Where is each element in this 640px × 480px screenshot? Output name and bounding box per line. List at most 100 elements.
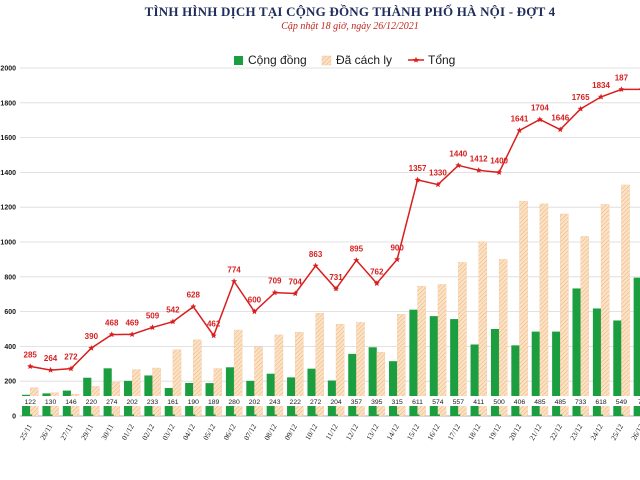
community-label-box bbox=[530, 396, 550, 406]
quarantine-bar bbox=[478, 241, 488, 417]
community-bar bbox=[490, 329, 500, 416]
community-bar bbox=[429, 316, 438, 416]
community-value-label: 618 bbox=[595, 399, 607, 406]
baseline-marker bbox=[619, 414, 624, 416]
baseline-marker bbox=[48, 414, 53, 416]
community-value-label: 500 bbox=[493, 399, 505, 406]
quarantine-bar bbox=[600, 204, 610, 417]
community-value-label: 130 bbox=[45, 399, 57, 406]
baseline-marker bbox=[374, 414, 379, 416]
total-point bbox=[353, 257, 360, 263]
community-value-label: 357 bbox=[351, 399, 363, 406]
baseline-marker bbox=[354, 414, 359, 416]
total-value-label: 1357 bbox=[409, 164, 427, 173]
community-label-box bbox=[163, 396, 183, 406]
community-value-label: 280 bbox=[228, 399, 240, 406]
quarantine-bar bbox=[560, 213, 569, 417]
community-label-box bbox=[509, 396, 529, 406]
total-value-label: 628 bbox=[187, 291, 201, 300]
community-bar bbox=[450, 319, 459, 416]
baseline-marker bbox=[558, 414, 563, 416]
quarantine-bar bbox=[131, 369, 141, 417]
community-bar bbox=[103, 368, 112, 416]
total-value-label: 600 bbox=[248, 296, 262, 305]
x-tick-label: 17/12 bbox=[446, 422, 462, 442]
x-tick-label: 26/12 bbox=[629, 422, 640, 442]
community-label-box bbox=[550, 396, 570, 406]
baseline-marker bbox=[476, 414, 481, 416]
y-tick-label: 800 bbox=[4, 274, 16, 281]
community-value-label: 406 bbox=[514, 399, 526, 406]
chart-title: TÌNH HÌNH DỊCH TẠI CỘNG ĐỒNG THÀNH PHỐ H… bbox=[144, 4, 556, 19]
total-value-label: 285 bbox=[24, 350, 38, 359]
community-bar bbox=[368, 347, 377, 416]
total-value-label: 469 bbox=[125, 318, 139, 327]
total-point bbox=[27, 363, 34, 369]
x-tick-label: 13/12 bbox=[364, 422, 380, 442]
community-bar bbox=[572, 288, 581, 416]
baseline-marker bbox=[89, 414, 94, 416]
community-bar bbox=[531, 331, 540, 416]
x-tick-label: 18/12 bbox=[466, 422, 482, 442]
total-point bbox=[47, 366, 54, 373]
community-label-box bbox=[326, 396, 346, 406]
community-label-box bbox=[408, 396, 428, 406]
x-tick-label: 12/12 bbox=[344, 422, 360, 442]
quarantine-bar bbox=[519, 200, 528, 417]
x-tick-label: 16/12 bbox=[425, 422, 441, 442]
x-tick-label: 10/12 bbox=[303, 422, 319, 442]
x-tick-label: 06/12 bbox=[221, 422, 237, 442]
chart-subtitle: Cập nhật 18 giờ, ngày 26/12/2021 bbox=[281, 21, 419, 32]
y-tick-label: 200 bbox=[4, 379, 16, 386]
community-bar bbox=[225, 367, 235, 416]
total-value-label: 1765 bbox=[572, 93, 590, 102]
baseline-marker bbox=[578, 414, 583, 416]
x-tick-label: 30/11 bbox=[99, 422, 115, 441]
community-value-label: 485 bbox=[534, 399, 546, 406]
community-label-box bbox=[489, 396, 509, 406]
total-point bbox=[557, 126, 564, 133]
community-label-box bbox=[143, 396, 163, 406]
total-value-label: 509 bbox=[146, 311, 160, 320]
baseline-marker bbox=[334, 414, 338, 416]
total-value-label: 1834 bbox=[592, 81, 610, 90]
y-tick-label: 400 bbox=[4, 344, 16, 351]
quarantine-bar bbox=[295, 331, 304, 417]
x-tick-label: 20/12 bbox=[507, 422, 523, 442]
community-value-label: 549 bbox=[616, 399, 628, 406]
baseline-marker bbox=[313, 414, 318, 416]
legend-total-label: Tổng bbox=[428, 53, 455, 67]
baseline-marker bbox=[150, 414, 155, 416]
total-point bbox=[312, 262, 319, 269]
baseline-marker bbox=[191, 414, 196, 416]
community-value-label: 122 bbox=[25, 399, 37, 406]
total-value-label: 187 bbox=[615, 73, 629, 82]
community-label-box bbox=[469, 396, 489, 406]
total-value-label: 774 bbox=[227, 265, 241, 274]
total-value-label: 895 bbox=[350, 244, 364, 253]
total-series-line bbox=[30, 88, 640, 371]
quarantine-bar bbox=[152, 367, 161, 417]
community-value-label: 204 bbox=[330, 399, 342, 406]
community-value-label: 146 bbox=[65, 399, 77, 406]
quarantine-bar bbox=[397, 314, 406, 417]
community-label-box bbox=[244, 396, 264, 406]
x-tick-label: 24/12 bbox=[588, 422, 604, 442]
community-label-box bbox=[61, 396, 81, 406]
community-label-box bbox=[122, 396, 142, 406]
community-bar bbox=[389, 361, 398, 416]
community-value-label: 315 bbox=[391, 399, 403, 406]
community-value-label: 202 bbox=[249, 399, 261, 406]
total-value-label: 1704 bbox=[531, 104, 549, 113]
total-point bbox=[231, 278, 238, 284]
y-tick-label: 1200 bbox=[0, 205, 16, 212]
baseline-marker bbox=[293, 414, 298, 416]
x-tick-label: 26/11 bbox=[38, 422, 54, 441]
community-value-label: 557 bbox=[453, 399, 465, 406]
total-point bbox=[190, 303, 197, 310]
total-point bbox=[597, 93, 605, 100]
baseline-marker bbox=[599, 414, 604, 416]
community-label-box bbox=[591, 396, 611, 406]
x-tick-label: 08/12 bbox=[262, 422, 278, 442]
